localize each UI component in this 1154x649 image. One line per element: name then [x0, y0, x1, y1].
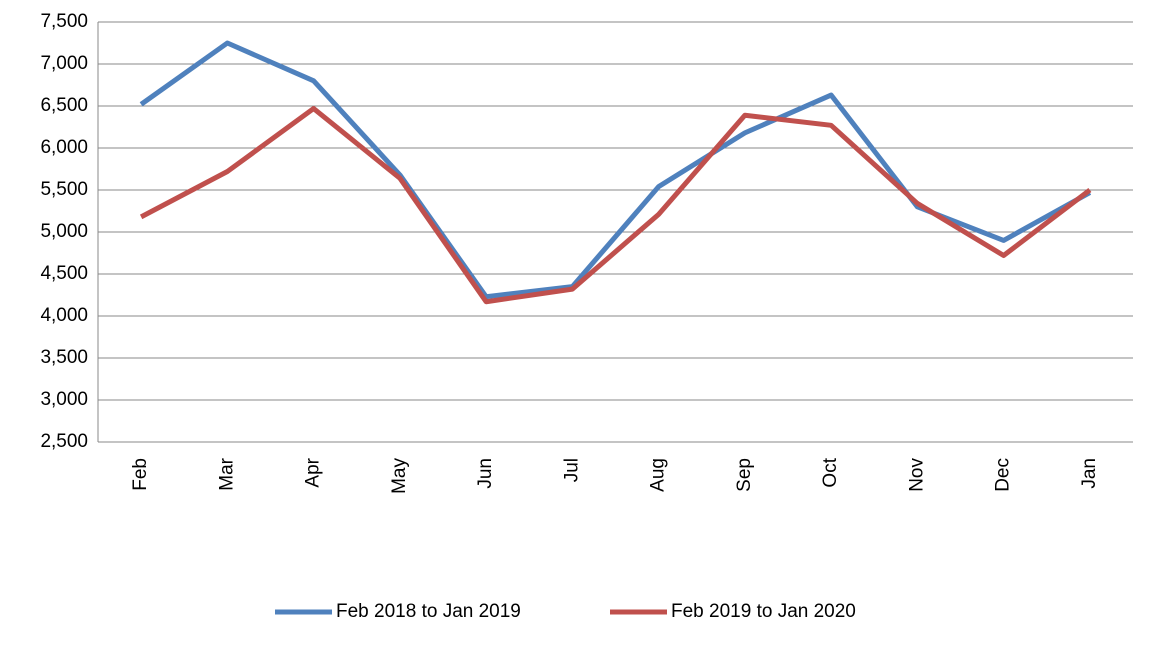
x-tick-label: Apr: [303, 457, 324, 487]
series-line: [139, 40, 1092, 300]
x-tick-label: Jun: [475, 458, 496, 489]
y-tick-label: 3,500: [40, 347, 88, 368]
y-tick-label: 5,500: [40, 179, 88, 200]
x-tick-label: Mar: [216, 457, 237, 490]
y-tick-label: 2,500: [40, 431, 88, 452]
y-tick-label: 6,000: [40, 137, 88, 158]
y-tick-label: 4,500: [40, 263, 88, 284]
x-tick-label: Jan: [1079, 458, 1100, 489]
x-tick-label: Nov: [906, 458, 927, 492]
x-tick-label: Jul: [561, 458, 582, 482]
y-tick-label: 7,000: [40, 53, 88, 74]
y-tick-label: 6,500: [40, 95, 88, 116]
x-tick-label: Oct: [820, 457, 841, 487]
x-tick-label: Feb: [130, 458, 151, 491]
x-tick-label: Aug: [648, 458, 669, 492]
y-tick-label: 3,000: [40, 389, 88, 410]
y-tick-label: 7,500: [40, 11, 88, 32]
x-tick-label: Sep: [734, 458, 755, 492]
y-tick-label: 5,000: [40, 221, 88, 242]
x-tick-label: May: [389, 458, 410, 494]
x-tick-label: Dec: [993, 458, 1014, 492]
legend-label: Feb 2018 to Jan 2019: [336, 601, 521, 622]
legend-label: Feb 2019 to Jan 2020: [671, 601, 856, 622]
series-line: [139, 106, 1092, 305]
y-tick-label: 4,000: [40, 305, 88, 326]
